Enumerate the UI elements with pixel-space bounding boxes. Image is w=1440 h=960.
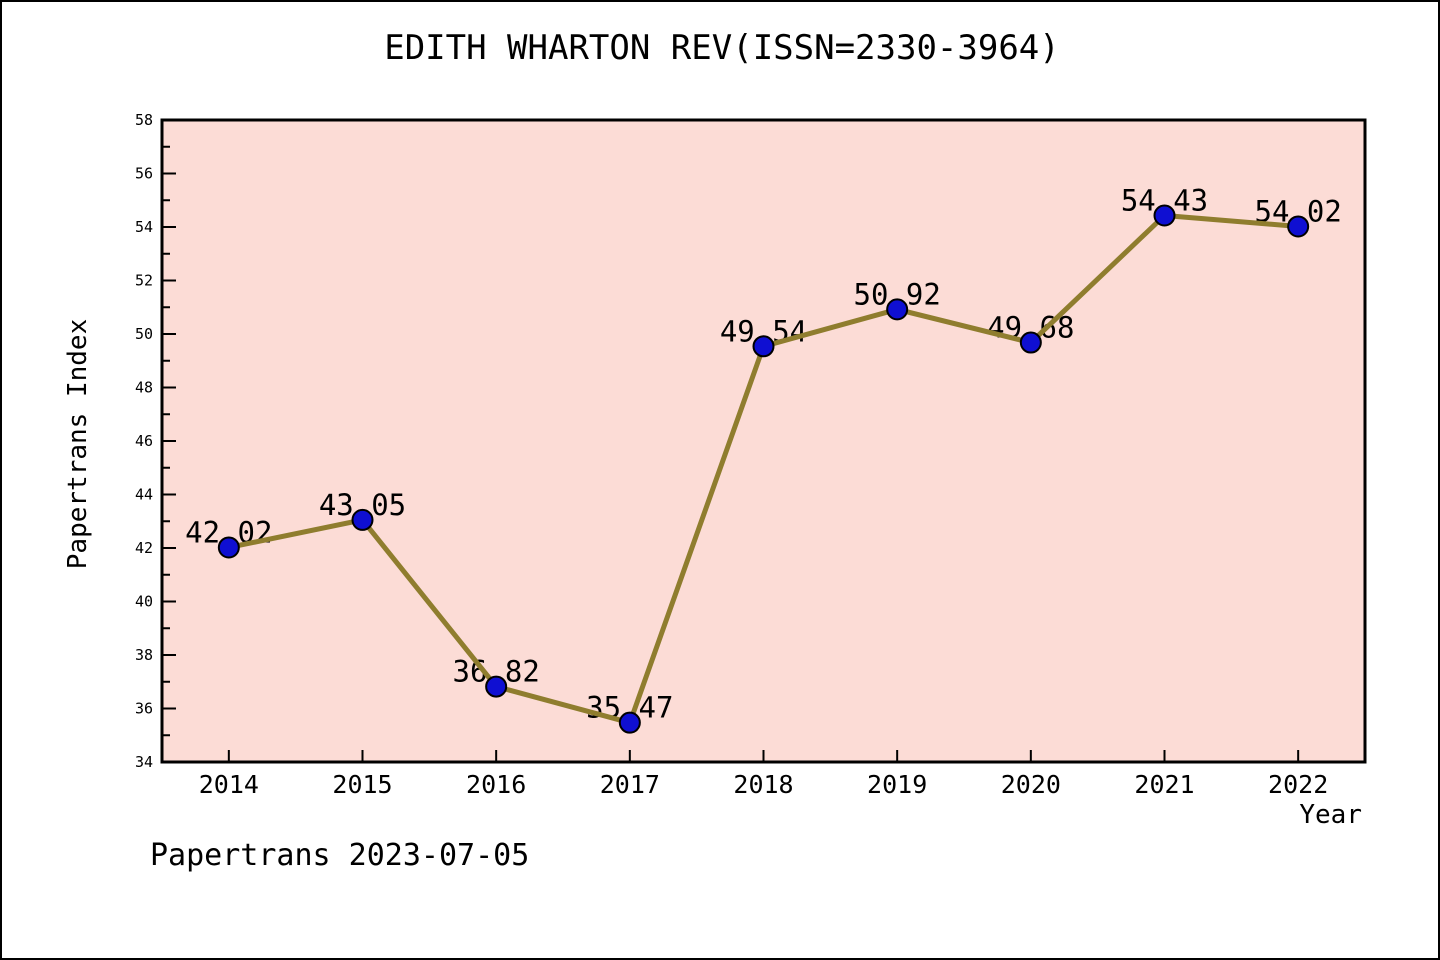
plot-area: [160, 118, 1367, 764]
x-tick-label: 2019: [867, 770, 927, 799]
y-tick-label: 50: [135, 325, 153, 343]
data-point-marker: [485, 675, 508, 698]
y-tick-label: 38: [135, 646, 153, 664]
y-axis-title: Papertrans Index: [63, 318, 93, 570]
y-tick-label: 46: [135, 432, 153, 450]
y-tick-label: 52: [135, 272, 153, 290]
data-point-marker: [1019, 331, 1042, 354]
y-tick-label: 34: [135, 753, 153, 771]
y-tick-label: 48: [135, 379, 153, 397]
x-tick-label: 2017: [600, 770, 660, 799]
x-tick-label: 2015: [332, 770, 392, 799]
y-tick-label: 42: [135, 539, 153, 557]
y-tick-label: 54: [135, 218, 153, 236]
x-tick-label: 2022: [1268, 770, 1328, 799]
y-tick-label: 36: [135, 700, 153, 718]
data-point-marker: [886, 298, 909, 321]
x-tick-label: 2021: [1134, 770, 1194, 799]
y-tick-label: 58: [135, 111, 153, 129]
x-axis-title: Year: [1299, 800, 1362, 830]
x-tick-label: 2016: [466, 770, 526, 799]
data-point-marker: [351, 508, 374, 531]
watermark-text: Papertrans 2023-07-05: [150, 838, 530, 873]
chart-title: EDITH WHARTON REV(ISSN=2330-3964): [384, 28, 1060, 68]
y-tick-label: 56: [135, 165, 153, 183]
data-point-marker: [618, 711, 641, 734]
data-point-marker: [1153, 204, 1176, 227]
x-tick-label: 2018: [733, 770, 793, 799]
y-tick-label: 40: [135, 593, 153, 611]
data-point-marker: [752, 335, 775, 358]
data-point-marker: [217, 536, 240, 559]
x-tick-label: 2014: [199, 770, 259, 799]
x-tick-label: 2020: [1001, 770, 1061, 799]
data-point-marker: [1287, 215, 1310, 238]
y-tick-label: 44: [135, 486, 153, 504]
